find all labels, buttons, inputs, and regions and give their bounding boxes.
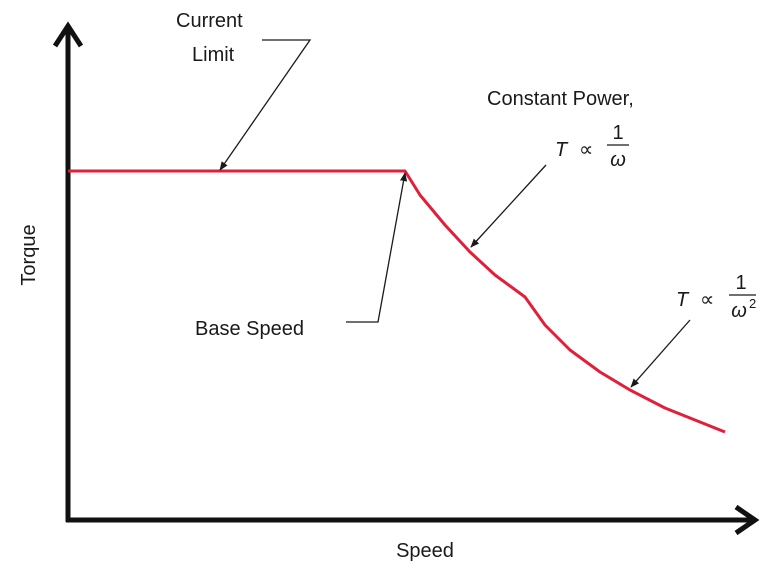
current-limit-label: Limit: [192, 44, 235, 66]
formula-relation: ∝: [700, 289, 714, 311]
y-axis-arrow: [52, 21, 84, 48]
formula-symbol: T: [676, 289, 690, 311]
y-axis-label: Torque: [18, 224, 40, 285]
x-axis-label: Speed: [396, 540, 454, 562]
formula-relation: ∝: [579, 139, 593, 161]
x-axis-arrow: [734, 504, 760, 536]
formula: T ∝ 1 ω 2: [676, 272, 756, 322]
formula-numerator: 1: [735, 272, 746, 294]
formula-numerator: 1: [612, 122, 623, 144]
formula-denominator: ω: [610, 149, 626, 171]
torque-curve: [68, 169, 726, 434]
high-speed-leader: [630, 319, 691, 388]
formula-denominator: ω: [731, 300, 747, 322]
base-speed-leader: [346, 172, 408, 323]
base-speed-label: Base Speed: [195, 318, 304, 340]
formula-exponent: 2: [749, 296, 756, 311]
current-limit-leader: [219, 39, 312, 171]
axes: [52, 21, 760, 536]
formula-symbol: T: [555, 139, 569, 161]
constant-power-leader: [470, 164, 547, 248]
formula: T ∝ 1 ω: [555, 122, 629, 171]
current-limit-label: Current: [176, 10, 243, 32]
constant-power-label: Constant Power,: [487, 88, 634, 110]
